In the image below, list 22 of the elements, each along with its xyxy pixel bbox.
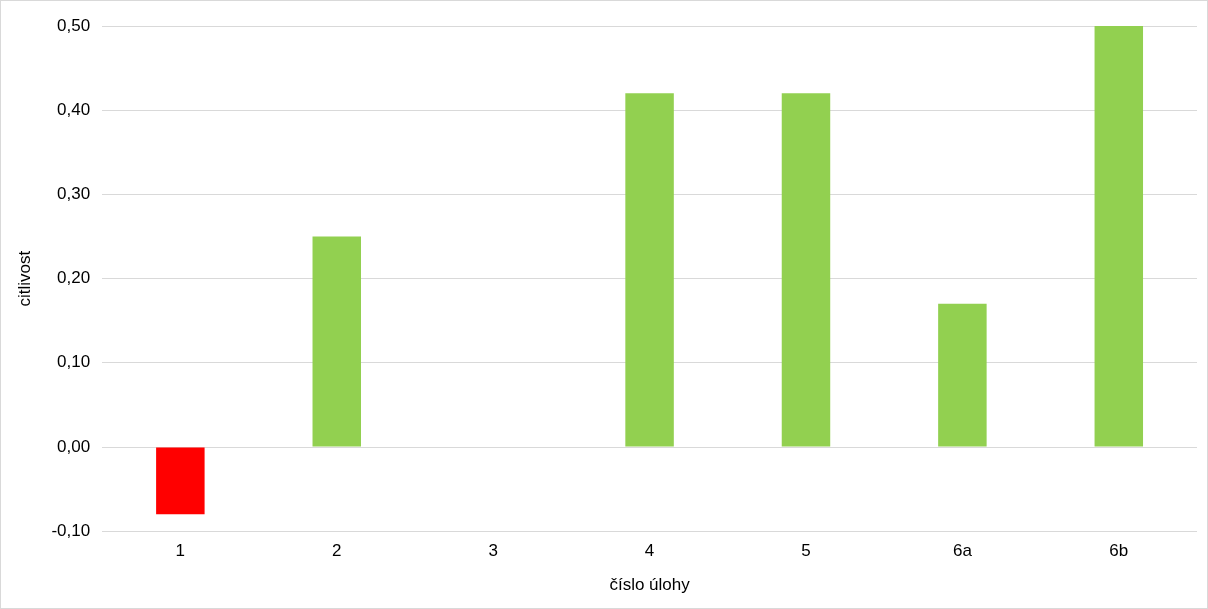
x-tick-label: 6b: [1109, 541, 1129, 561]
x-tick-label: 6a: [952, 541, 973, 561]
y-tick-label: 0,40: [57, 99, 91, 119]
bar: [938, 303, 987, 447]
bar: [312, 236, 361, 447]
bar: [156, 447, 205, 515]
x-tick-label: 1: [175, 541, 186, 561]
x-axis-title: číslo úlohy: [609, 575, 691, 595]
y-tick-label: 0,10: [57, 352, 91, 372]
y-tick-label: 0,50: [57, 15, 91, 35]
x-tick-label: 2: [332, 541, 342, 561]
x-tick-label: 5: [801, 541, 811, 561]
y-tick-label: -0,10: [51, 520, 91, 540]
y-tick-label: 0,20: [57, 268, 91, 288]
x-tick-label: 4: [644, 541, 655, 561]
bar: [781, 93, 831, 447]
y-tick-label: 0,30: [57, 184, 91, 204]
bar: [625, 93, 674, 447]
y-axis-title: citlivost: [14, 250, 34, 307]
y-tick-label: 0,00: [57, 436, 91, 456]
x-tick-label: 3: [488, 541, 498, 561]
bar: [1094, 26, 1144, 447]
